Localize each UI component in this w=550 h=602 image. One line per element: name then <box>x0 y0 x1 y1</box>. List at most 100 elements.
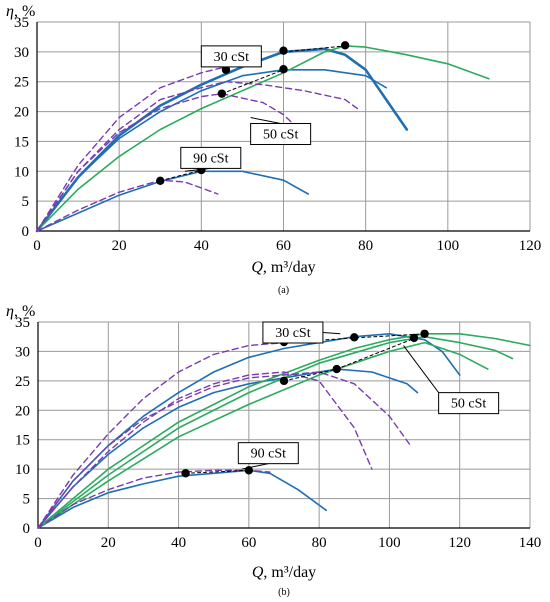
series-line-black-dashed <box>283 45 346 53</box>
series-line-dashed <box>37 371 373 529</box>
x-tick-label: 20 <box>112 238 127 254</box>
annotations-group: 30 cSt 50 cSt 90 cSt <box>237 321 500 470</box>
series-line-black-dashed <box>221 69 284 95</box>
callout-leader <box>403 345 440 393</box>
x-tick-label: 80 <box>312 535 327 551</box>
callout: 50 cSt <box>250 117 312 146</box>
y-tick-label: 20 <box>15 403 30 419</box>
series-line-black-dashed <box>283 333 426 344</box>
x-tick-label: 100 <box>378 535 401 551</box>
x-tick-label: 40 <box>194 238 209 254</box>
callout-leader <box>322 332 341 335</box>
points-group <box>181 329 429 478</box>
callout-label: 50 cSt <box>451 397 487 412</box>
series-line-dashed <box>37 371 412 529</box>
data-point <box>350 333 359 342</box>
series-line-green <box>37 335 514 529</box>
y-axis-label: η, % <box>6 3 35 20</box>
x-tick-label: 120 <box>519 238 542 254</box>
y-tick-label: 10 <box>15 462 30 478</box>
data-point <box>156 176 165 186</box>
series-line-blue <box>36 170 310 232</box>
series-line-black-dashed <box>159 169 202 182</box>
series-line-dashed <box>37 469 271 529</box>
series-line-green <box>37 332 531 529</box>
callout-label: 30 cSt <box>214 50 250 65</box>
callout-box <box>262 321 324 344</box>
y-tick-label: 20 <box>14 105 29 121</box>
x-axis-label: Q, m³/day <box>252 564 316 581</box>
x-tick-label: 20 <box>101 535 116 551</box>
data-point <box>279 64 288 74</box>
x-tick-label: 0 <box>34 535 42 551</box>
series-line-green <box>37 341 489 529</box>
series-group <box>37 332 531 529</box>
x-tick-label: 40 <box>171 535 186 551</box>
data-point <box>332 364 341 374</box>
callout-leader <box>241 463 269 470</box>
x-tick-label: 60 <box>276 238 291 254</box>
callout: 90 cSt <box>237 442 299 470</box>
data-point <box>409 333 419 343</box>
series-line-dashed <box>36 179 219 232</box>
y-tick-label: 0 <box>23 521 31 537</box>
callout: 90 cSt <box>180 146 242 172</box>
y-tick-label: 10 <box>14 164 29 180</box>
x-tick-label: 60 <box>241 535 256 551</box>
series-line-blue-thick <box>35 47 409 233</box>
y-tick-label: 5 <box>23 492 31 508</box>
y-tick-label: 25 <box>14 75 29 91</box>
y-tick-label: 0 <box>22 224 30 240</box>
x-tick-label: 120 <box>448 535 471 551</box>
x-tick-label: 140 <box>519 535 542 551</box>
callout-label: 30 cSt <box>275 326 311 341</box>
data-point <box>279 376 289 386</box>
chart-b: 0 20 40 60 80 100 120 140 0 5 10 15 20 25 30 35η, % Q, m… <box>6 303 542 598</box>
data-point <box>217 89 227 98</box>
series-line-dashed <box>36 80 359 232</box>
y-tick-label: 5 <box>22 194 30 210</box>
callout: 50 cSt <box>403 345 500 415</box>
subfigure-label: (a) <box>278 285 289 296</box>
annotations-group: 30 cSt 50 cSt 90 cSt <box>180 45 312 172</box>
callout-label: 50 cSt <box>263 128 299 143</box>
callout-box <box>200 45 262 68</box>
callout-box <box>250 123 312 146</box>
data-point <box>340 41 350 50</box>
data-point <box>221 65 231 74</box>
callout: 30 cSt <box>262 321 341 344</box>
chart-a: 0 20 40 60 80 100 120 0 5 10 15 20 25 30 35η, % Q, m³/d… <box>6 3 542 296</box>
callout-label: 90 cSt <box>251 447 287 462</box>
x-axis-label: Q, m³/day <box>251 259 315 276</box>
callout-leader <box>250 117 281 125</box>
callout: 30 cSt <box>200 45 262 68</box>
y-tick-label: 30 <box>14 45 29 61</box>
series-line-dashed <box>36 66 227 232</box>
series-group <box>35 45 490 233</box>
y-tick-label: 30 <box>15 344 30 360</box>
x-tick-label: 0 <box>33 238 41 254</box>
data-point <box>420 329 429 338</box>
y-tick-label: 25 <box>15 374 30 390</box>
series-line-dashed <box>37 341 303 529</box>
y-tick-label: 35 <box>14 15 29 31</box>
callout-box <box>438 392 500 415</box>
series-line-blue <box>37 469 328 529</box>
y-tick-label: 15 <box>14 134 29 150</box>
series-line-black-dashed <box>185 469 250 474</box>
data-point <box>181 469 190 478</box>
series-line-dashed <box>36 92 297 232</box>
y-tick-label: 35 <box>15 315 30 331</box>
series-line-blue <box>37 368 419 529</box>
callout-box <box>237 442 299 465</box>
callout-box <box>180 146 242 169</box>
x-tick-label: 80 <box>358 238 373 254</box>
y-axis-label: η, % <box>6 303 35 320</box>
callout-label: 90 cSt <box>193 151 229 166</box>
subfigure-label: (b) <box>278 587 290 598</box>
x-tick-label: 100 <box>437 238 460 254</box>
data-point <box>279 46 288 55</box>
points-group <box>156 41 350 186</box>
y-tick-label: 15 <box>15 433 30 449</box>
